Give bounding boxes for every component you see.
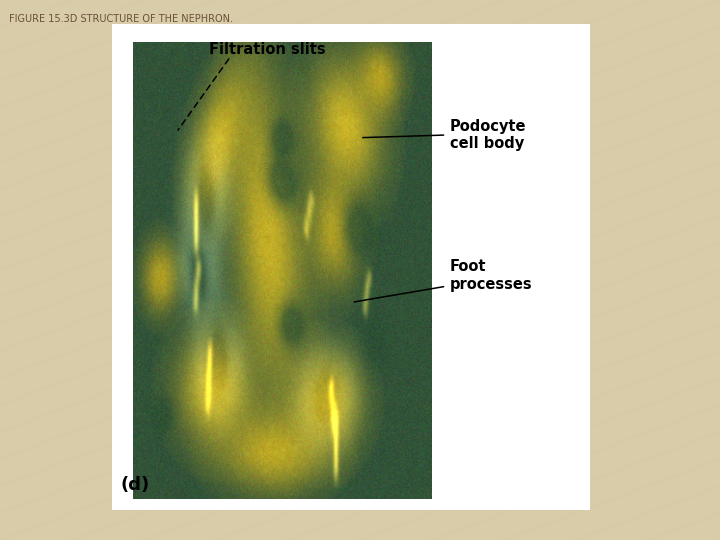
Text: Filtration slits: Filtration slits bbox=[209, 42, 325, 57]
Text: (d): (d) bbox=[121, 476, 150, 494]
Text: FIGURE 15.3D STRUCTURE OF THE NEPHRON.: FIGURE 15.3D STRUCTURE OF THE NEPHRON. bbox=[9, 14, 233, 24]
Text: Foot
processes: Foot processes bbox=[450, 259, 533, 292]
Text: Podocyte
cell body: Podocyte cell body bbox=[450, 119, 526, 151]
FancyBboxPatch shape bbox=[112, 24, 590, 510]
